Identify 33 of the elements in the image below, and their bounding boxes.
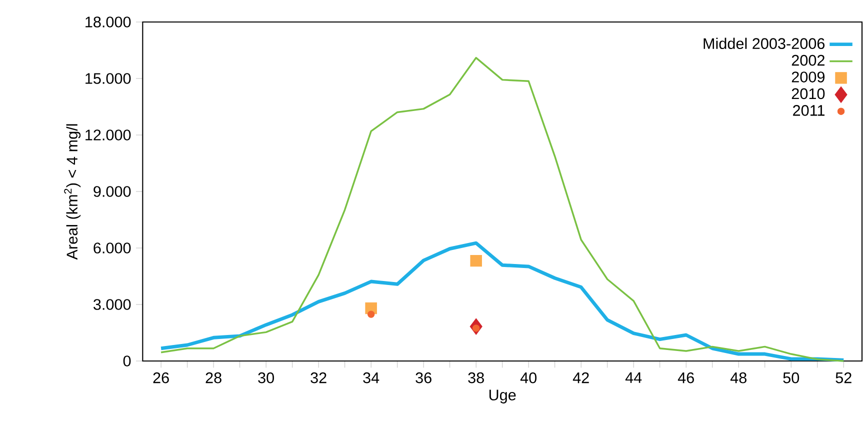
x-tick-label: 50 [783, 372, 800, 384]
x-axis-title: Uge [489, 390, 516, 404]
x-tick-label: 32 [310, 372, 326, 384]
y-tick-label: 9.000 [94, 186, 131, 197]
point [470, 254, 482, 267]
y-tick-label: 18.000 [86, 16, 131, 28]
x-tick-label: 52 [836, 372, 852, 384]
y-tick-label: 6.000 [94, 242, 131, 254]
point [472, 324, 480, 332]
y-axis-title: Areal (km$^{2}$) < 4 mg/l [64, 124, 81, 260]
legend-label: 2011 [793, 105, 824, 116]
x-tick-label: 48 [730, 372, 746, 384]
x-tick-label: 38 [468, 372, 484, 384]
legend-label: 2009 [792, 72, 825, 82]
x-tick-label: 26 [153, 372, 169, 384]
x-tick-label: 30 [258, 372, 274, 384]
line-series [159, 241, 846, 362]
x-tick-label: 28 [206, 372, 222, 384]
x-tick-label: 44 [625, 372, 642, 383]
line-series [160, 56, 844, 362]
legend-label: Middel 2003-2006 [704, 38, 825, 50]
x-tick-label: 34 [363, 372, 380, 384]
x-tick-label: 36 [416, 372, 432, 384]
legend-label: 2010 [792, 88, 825, 100]
x-tick-label: 46 [678, 372, 694, 384]
point [367, 310, 375, 318]
x-tick-label: 42 [572, 372, 589, 384]
y-tick-label: 15.000 [86, 73, 131, 84]
y-tick-label: 0 [123, 356, 131, 366]
y-tick-label: 3.000 [94, 299, 131, 310]
y-tick-label: 12.000 [86, 130, 131, 140]
legend-label: 2002 [792, 54, 824, 66]
x-tick-label: 40 [520, 372, 537, 384]
